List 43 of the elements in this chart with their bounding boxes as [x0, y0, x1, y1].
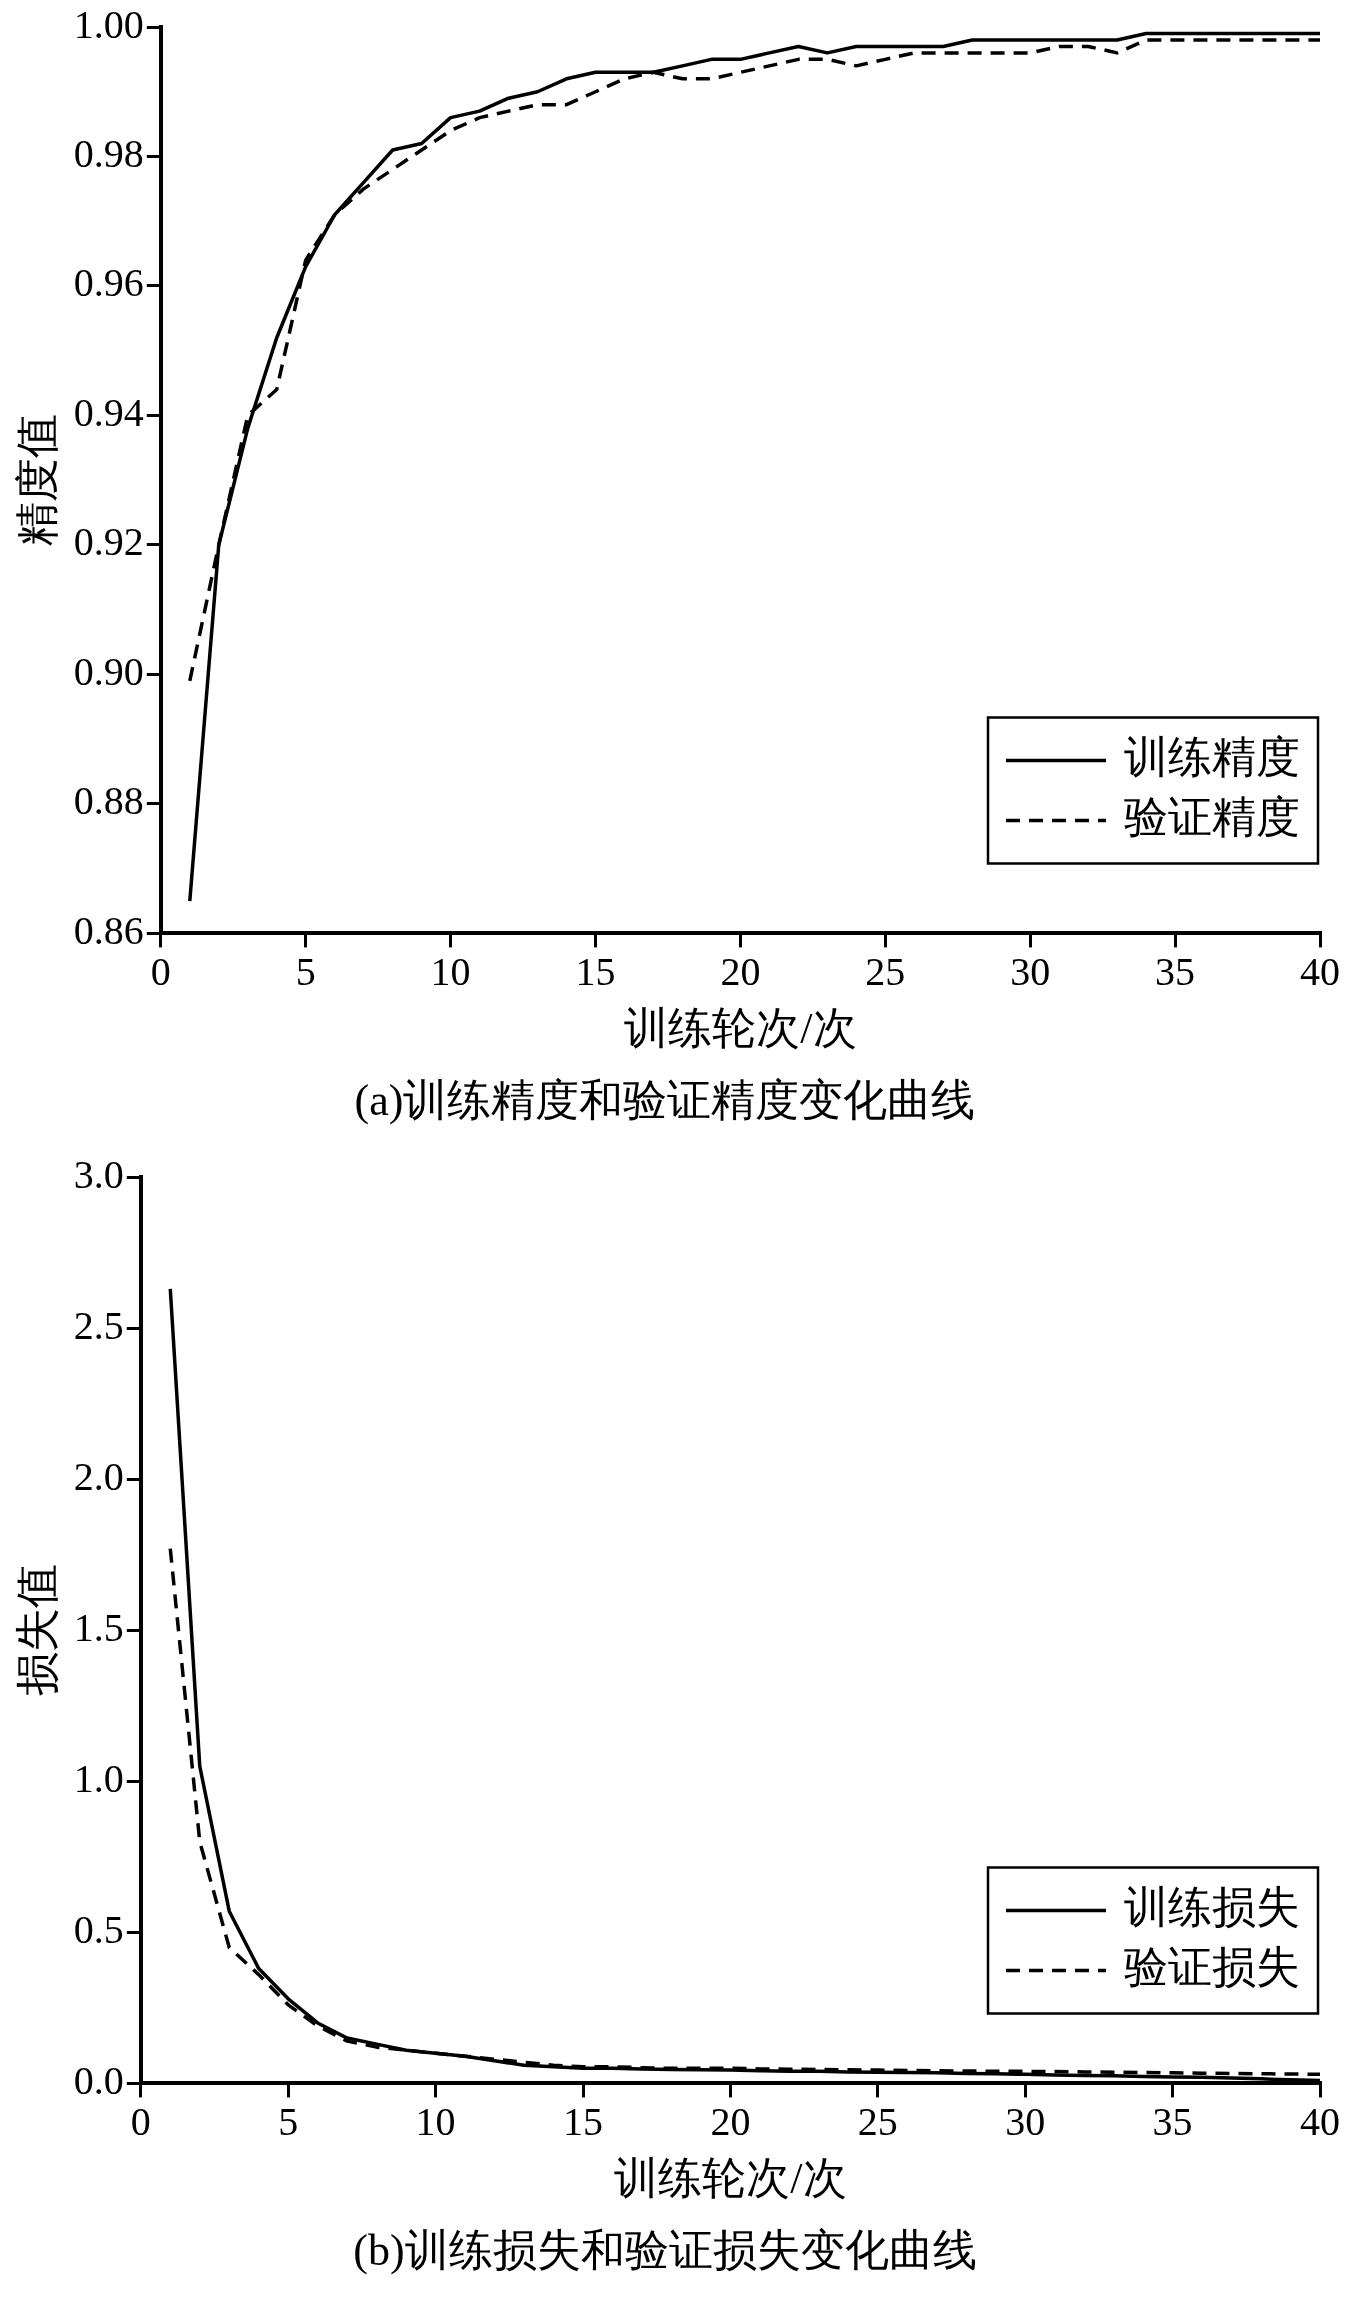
- x-tick-label: 20: [720, 948, 761, 994]
- y-axis-title: 精度值: [12, 414, 62, 547]
- x-tick-label: 30: [1005, 2098, 1046, 2144]
- legend-label: 训练损失: [1124, 1882, 1300, 1932]
- x-tick-label: 0: [150, 948, 171, 994]
- x-tick-label: 0: [130, 2098, 151, 2144]
- x-tick-label: 15: [575, 948, 616, 994]
- y-tick-label: 0.86: [73, 907, 144, 953]
- y-axis-title: 损失值: [12, 1564, 62, 1697]
- y-tick-label: 2.0: [73, 1453, 124, 1499]
- legend-label: 验证损失: [1124, 1942, 1300, 1992]
- x-tick-label: 30: [1010, 948, 1051, 994]
- y-tick-label: 1.0: [73, 1755, 124, 1801]
- x-axis-title: 训练轮次/次: [624, 1004, 857, 1054]
- y-tick-label: 0.98: [73, 130, 144, 176]
- x-tick-label: 25: [865, 948, 906, 994]
- x-tick-label: 5: [278, 2098, 299, 2144]
- y-tick-label: 0.90: [73, 648, 144, 694]
- y-tick-label: 0.5: [73, 1906, 124, 1952]
- x-tick-label: 10: [415, 2098, 456, 2144]
- x-tick-label: 35: [1155, 948, 1196, 994]
- x-tick-label: 25: [857, 2098, 898, 2144]
- x-tick-label: 5: [295, 948, 316, 994]
- x-tick-label: 35: [1152, 2098, 1193, 2144]
- x-tick-label: 20: [710, 2098, 751, 2144]
- y-tick-label: 2.5: [73, 1302, 124, 1348]
- x-tick-label: 10: [430, 948, 471, 994]
- y-tick-label: 0.0: [73, 2057, 124, 2103]
- legend-label: 验证精度: [1124, 792, 1300, 842]
- y-tick-label: 0.96: [73, 260, 144, 306]
- y-tick-label: 0.94: [73, 389, 144, 435]
- y-tick-label: 1.00: [73, 1, 144, 47]
- y-tick-label: 1.5: [73, 1604, 124, 1650]
- x-tick-label: 40: [1300, 2098, 1340, 2144]
- text: (a)训练精度和验证精度变化曲线: [354, 1076, 976, 1126]
- y-tick-label: 0.92: [73, 519, 144, 565]
- legend-label: 训练精度: [1124, 732, 1300, 782]
- text: (b)训练损失和验证损失变化曲线: [353, 2226, 977, 2276]
- x-axis-title: 训练轮次/次: [614, 2154, 847, 2204]
- x-tick-label: 40: [1300, 948, 1340, 994]
- y-tick-label: 0.88: [73, 778, 144, 824]
- x-tick-label: 15: [563, 2098, 603, 2144]
- y-tick-label: 3.0: [73, 1151, 124, 1197]
